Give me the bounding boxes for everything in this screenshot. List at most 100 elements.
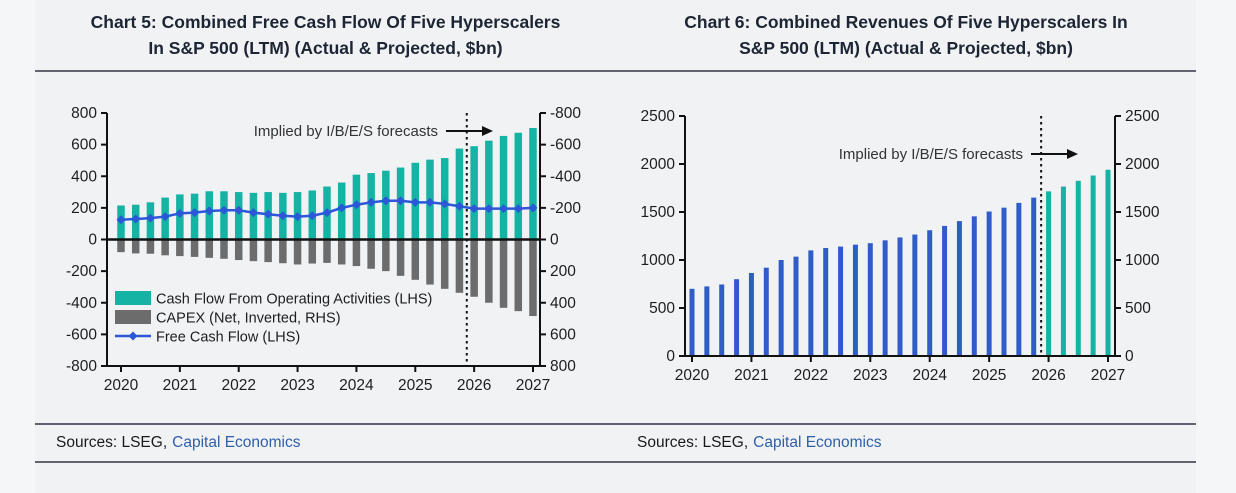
y-axis-right-tick-label: 0 bbox=[550, 232, 559, 249]
line-marker-diamond bbox=[337, 203, 347, 213]
capital-economics-link[interactable]: Capital Economics bbox=[753, 434, 882, 451]
y-axis-left-tick-label: 500 bbox=[649, 300, 675, 317]
x-axis-year-label: 2021 bbox=[734, 367, 768, 384]
value-bar bbox=[956, 221, 962, 356]
value-bar bbox=[455, 148, 464, 240]
title-divider-rule bbox=[35, 70, 1196, 72]
y-axis-left-tick-label: 200 bbox=[71, 200, 97, 217]
line-marker-diamond bbox=[440, 199, 450, 209]
chart6-sources: Sources: LSEG, Capital Economics bbox=[616, 425, 1196, 461]
y-axis-left-tick-label: 0 bbox=[666, 348, 675, 365]
capex-bar bbox=[205, 239, 214, 258]
value-bar bbox=[852, 244, 858, 356]
y-axis-right-tick-label: 1000 bbox=[1125, 252, 1160, 269]
y-axis-left-tick-label: -600 bbox=[66, 326, 97, 343]
x-axis-year-label: 2020 bbox=[104, 377, 139, 394]
value-bar bbox=[1001, 207, 1007, 356]
axes-layer bbox=[679, 115, 1121, 362]
line-marker-diamond bbox=[366, 197, 376, 207]
annotation-arrow-head-icon bbox=[1067, 149, 1078, 159]
value-bar bbox=[1090, 175, 1096, 356]
capex-bar bbox=[249, 239, 258, 262]
capex-bar bbox=[514, 239, 523, 312]
value-bar bbox=[927, 230, 933, 356]
value-bar bbox=[912, 234, 918, 356]
y-axis-left-tick-label: -800 bbox=[66, 358, 97, 375]
x-axis-year-label: 2025 bbox=[398, 377, 432, 394]
sources-label: Sources: LSEG, bbox=[56, 434, 168, 451]
line-marker-diamond bbox=[469, 204, 479, 214]
line-marker-diamond bbox=[116, 215, 126, 225]
y-axis-right-tick-label: 2000 bbox=[1125, 156, 1160, 173]
capex-bar bbox=[264, 239, 272, 263]
capex-bar bbox=[426, 239, 434, 285]
capex-bar bbox=[161, 239, 169, 256]
capex-bar bbox=[234, 239, 243, 261]
value-bar bbox=[485, 140, 493, 240]
line-marker-diamond bbox=[322, 208, 332, 218]
line-marker-diamond bbox=[499, 204, 509, 214]
capex-bar bbox=[485, 239, 493, 303]
y-axis-right-tick-label: 2500 bbox=[1125, 108, 1160, 125]
y-axis-right-tick-label: 0 bbox=[1125, 348, 1134, 365]
value-bar bbox=[793, 256, 799, 356]
value-bar bbox=[763, 267, 769, 356]
y-axis-right-tick-label: 400 bbox=[550, 295, 576, 312]
value-bar bbox=[1105, 169, 1111, 356]
y-axis-right-tick-label: 1500 bbox=[1125, 204, 1160, 221]
line-marker-diamond bbox=[263, 209, 273, 219]
x-axis-year-label: 2022 bbox=[794, 367, 828, 384]
capex-bar bbox=[367, 239, 375, 269]
capex-bar bbox=[352, 239, 361, 267]
capex-bar bbox=[117, 239, 125, 253]
line-marker-diamond bbox=[454, 201, 464, 211]
line-marker-diamond bbox=[513, 204, 523, 214]
value-bar bbox=[778, 260, 784, 356]
y-axis-right-tick-label: -400 bbox=[550, 168, 581, 185]
line-marker-diamond bbox=[381, 196, 391, 206]
value-bar bbox=[808, 250, 814, 356]
legend-label: CAPEX (Net, Inverted, RHS) bbox=[156, 311, 341, 327]
value-bar bbox=[470, 146, 478, 240]
forecast-annotation: Implied by I/B/E/S forecasts bbox=[254, 123, 438, 140]
y-axis-left-tick-label: 400 bbox=[71, 168, 97, 185]
capex-bar bbox=[220, 239, 228, 259]
value-bar bbox=[514, 132, 523, 240]
line-marker-diamond bbox=[278, 211, 288, 221]
chart5-panel: 800 -800 600 -600 400 -400 200 -200 0 0 -200 200 -40… bbox=[35, 72, 616, 423]
axes-layer bbox=[101, 112, 546, 372]
line-marker-diamond bbox=[425, 197, 435, 207]
x-axis-year-label: 2026 bbox=[1031, 367, 1065, 384]
capex-bar bbox=[382, 239, 390, 272]
sources-label: Sources: LSEG, bbox=[637, 434, 749, 451]
value-bar bbox=[897, 237, 903, 356]
line-marker-diamond bbox=[248, 208, 258, 218]
y-axis-right-tick-label: 200 bbox=[550, 263, 576, 280]
bars-layer bbox=[689, 169, 1111, 356]
capex-bar bbox=[470, 239, 478, 297]
y-axis-left-tick-label: -400 bbox=[66, 295, 97, 312]
chart5-sources: Sources: LSEG, Capital Economics bbox=[35, 425, 616, 461]
y-axis-right-tick-label: -600 bbox=[550, 137, 581, 154]
x-axis-year-label: 2020 bbox=[675, 367, 710, 384]
capex-bar bbox=[146, 239, 155, 254]
capital-economics-link[interactable]: Capital Economics bbox=[172, 434, 301, 451]
chart6-plot: 2500 2500 2000 2000 1500 1500 1000 1000 500 500 0 0… bbox=[641, 108, 1160, 384]
line-marker-diamond bbox=[204, 206, 214, 216]
legend-label: Free Cash Flow (LHS) bbox=[156, 330, 300, 346]
value-bar bbox=[220, 191, 228, 240]
x-axis-year-label: 2026 bbox=[457, 377, 491, 394]
value-bar bbox=[986, 211, 992, 356]
capex-bar bbox=[440, 239, 449, 289]
line-marker-diamond bbox=[190, 208, 200, 218]
value-bar bbox=[1046, 191, 1052, 356]
chart5-plot: 800 -800 600 -600 400 -400 200 -200 0 0 -200 200 -40… bbox=[66, 105, 581, 394]
legend-swatch bbox=[115, 291, 151, 305]
value-bar bbox=[704, 286, 710, 356]
capex-bar bbox=[279, 239, 287, 264]
line-marker-diamond bbox=[351, 200, 361, 210]
x-axis-year-label: 2022 bbox=[221, 377, 255, 394]
y-axis-left-tick-label: 2500 bbox=[641, 108, 676, 125]
line-marker-diamond bbox=[160, 212, 170, 222]
capex-bar bbox=[411, 239, 420, 280]
